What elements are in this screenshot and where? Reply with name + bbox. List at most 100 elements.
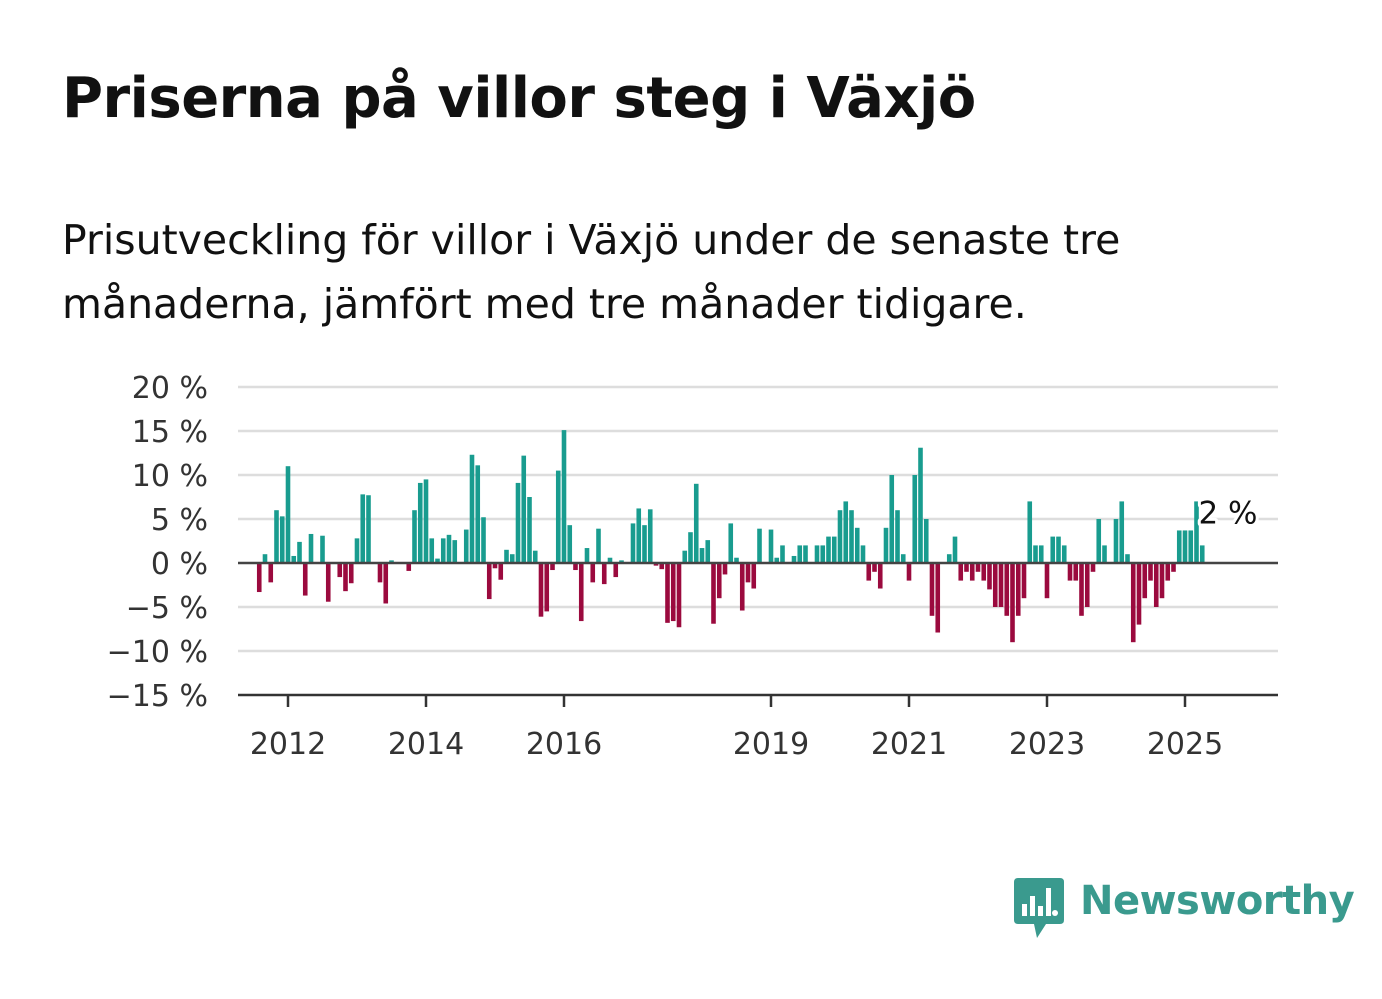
bar <box>722 563 728 575</box>
bar <box>348 563 354 584</box>
bar <box>262 554 268 563</box>
bar <box>693 483 699 563</box>
bar <box>1010 563 1015 643</box>
bar <box>561 430 567 563</box>
bar <box>1050 536 1056 563</box>
bar <box>435 558 440 563</box>
bar <box>256 563 262 593</box>
bar <box>1067 563 1073 581</box>
bar <box>1056 536 1061 563</box>
bar <box>1171 563 1176 572</box>
bar <box>630 523 636 563</box>
bar <box>964 563 969 572</box>
bar <box>1176 530 1182 563</box>
y-tick-label: −15 % <box>107 679 208 714</box>
bar <box>1194 501 1199 563</box>
bar <box>423 479 429 563</box>
bar <box>492 563 498 569</box>
bar <box>429 538 435 563</box>
bar <box>515 482 521 563</box>
bar <box>297 541 302 563</box>
bar <box>975 563 981 572</box>
bar <box>946 554 952 563</box>
bar <box>981 563 987 581</box>
bar <box>665 563 670 623</box>
bar <box>527 497 532 563</box>
bar <box>918 447 923 563</box>
bar <box>1102 545 1107 563</box>
bar <box>596 528 601 563</box>
bar <box>872 563 877 572</box>
x-tick-label: 2016 <box>526 727 602 762</box>
bar <box>929 563 935 616</box>
bar <box>860 545 866 563</box>
bar <box>578 563 584 622</box>
bar <box>774 557 780 563</box>
bar <box>532 550 538 563</box>
bar <box>676 563 682 628</box>
bar <box>987 563 992 590</box>
y-tick-label: −10 % <box>107 635 208 670</box>
bar-chart: 20 %15 %10 %5 %0 %−5 %−10 %−15 % 2012 201… <box>107 371 1278 762</box>
bar <box>642 525 647 563</box>
bar <box>377 563 383 583</box>
y-tick-label: 15 % <box>132 415 208 450</box>
bar <box>1188 530 1194 563</box>
bar <box>619 560 624 563</box>
bar <box>1142 563 1148 599</box>
axes <box>238 561 1278 697</box>
bar <box>308 533 314 563</box>
bar <box>337 563 343 578</box>
bar <box>1090 563 1096 572</box>
bar <box>573 563 578 571</box>
bar <box>1153 563 1159 607</box>
bar <box>682 550 688 563</box>
newsworthy-logo-icon <box>1014 878 1064 938</box>
bar <box>883 527 889 563</box>
bar <box>1130 563 1136 643</box>
bar <box>406 563 412 571</box>
y-axis-ticks: 20 % 15 % 10 % 5 % 0 % −5 % −10 % −15 % <box>107 371 208 714</box>
bar <box>481 517 486 563</box>
bar <box>486 563 492 600</box>
bar <box>843 501 849 563</box>
bar <box>1096 519 1102 563</box>
x-tick-label: 2023 <box>1009 727 1085 762</box>
bar <box>320 535 325 563</box>
bar <box>923 519 929 563</box>
bar <box>826 536 831 563</box>
bar <box>1015 563 1021 616</box>
bar <box>1004 563 1010 616</box>
bar <box>446 534 452 563</box>
bar <box>544 563 550 612</box>
bar <box>1038 545 1044 563</box>
bar <box>1021 563 1027 599</box>
bar <box>567 525 573 563</box>
bar <box>866 563 872 581</box>
bar <box>647 509 653 563</box>
bar <box>751 563 757 589</box>
bar <box>1027 501 1033 563</box>
bar <box>734 557 739 563</box>
bars <box>256 430 1205 643</box>
bar <box>745 563 751 583</box>
x-tick-label: 2021 <box>871 727 947 762</box>
x-tick-label: 2014 <box>388 727 464 762</box>
bar <box>463 529 469 563</box>
y-tick-label: 5 % <box>151 503 208 538</box>
bar <box>509 554 515 563</box>
bar <box>601 563 607 585</box>
bar <box>837 510 843 563</box>
bar <box>590 563 596 583</box>
bar <box>383 563 389 604</box>
bar <box>1159 563 1165 599</box>
bar <box>538 563 544 617</box>
y-tick-label: 10 % <box>132 459 208 494</box>
bar <box>285 466 291 563</box>
bar <box>854 527 860 563</box>
bar <box>895 510 900 563</box>
chart-subtitle: Prisutveckling för villor i Växjö under … <box>62 216 1121 328</box>
bar <box>389 560 394 563</box>
x-tick-label: 2025 <box>1147 727 1223 762</box>
bar <box>498 563 504 580</box>
